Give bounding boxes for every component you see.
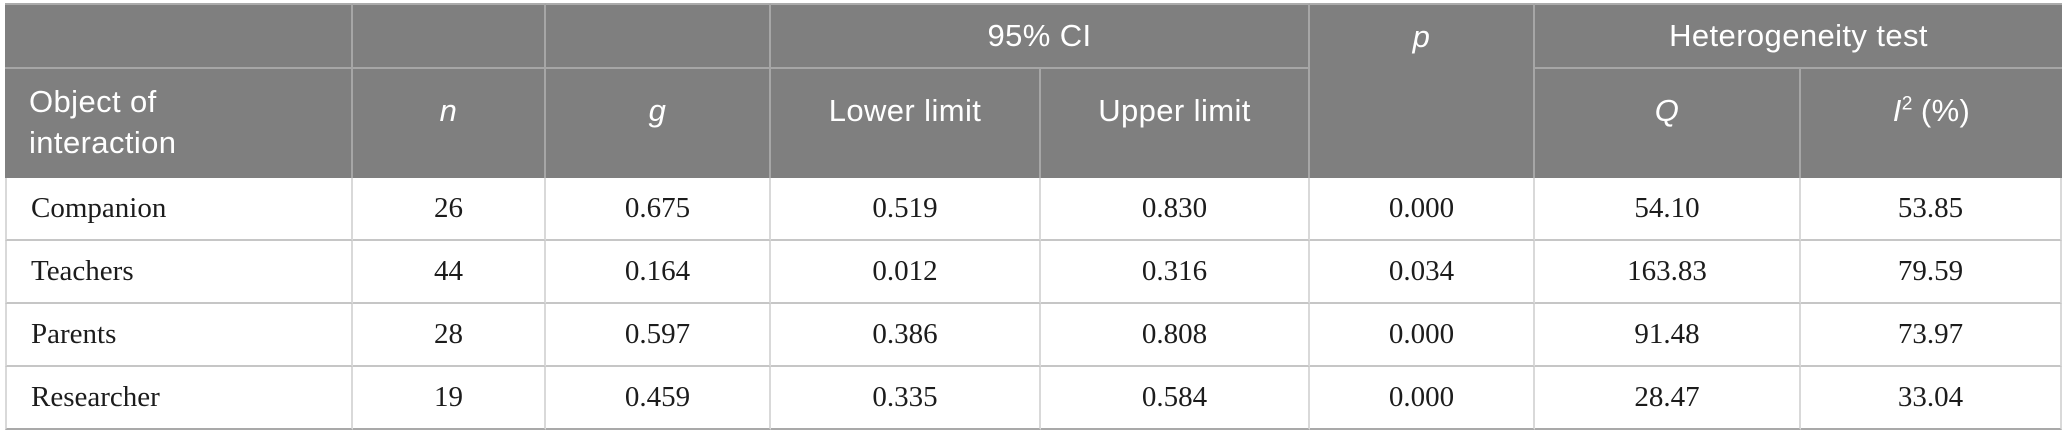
cell-object: Companion (5, 178, 353, 241)
empty-group-cell-n (353, 3, 546, 69)
cell-p: 0.034 (1310, 241, 1535, 304)
group-header-row: 95% CI p Heterogeneity test (5, 3, 2063, 178)
cell-i-squared: 79.59 (1801, 241, 2063, 304)
cell-p: 0.000 (1310, 304, 1535, 367)
cell-upper-limit: 0.830 (1041, 178, 1310, 241)
cell-g: 0.597 (546, 304, 771, 367)
cell-i-squared: 53.85 (1801, 178, 2063, 241)
cell-lower-limit: 0.386 (771, 304, 1041, 367)
table-row-companion: Companion 26 0.675 0.519 0.830 0.000 54.… (5, 178, 2063, 241)
cell-upper-limit: 0.584 (1041, 367, 1310, 430)
table-row-researcher: Researcher 19 0.459 0.335 0.584 0.000 28… (5, 367, 2063, 430)
cell-object: Parents (5, 304, 353, 367)
cell-upper-limit: 0.316 (1041, 241, 1310, 304)
cell-p: 0.000 (1310, 178, 1535, 241)
group-header-95ci: 95% CI (771, 3, 1310, 69)
column-header-q: Q (1535, 69, 1801, 178)
results-table-wrapper: 95% CI p Heterogeneity test Object of in… (5, 3, 2063, 430)
i-squared-percent-unit: (%) (1920, 93, 1971, 128)
cell-g: 0.675 (546, 178, 771, 241)
cell-lower-limit: 0.335 (771, 367, 1041, 430)
cell-lower-limit: 0.012 (771, 241, 1041, 304)
cell-object: Researcher (5, 367, 353, 430)
group-header-heterogeneity: Heterogeneity test (1535, 3, 2063, 69)
cell-n: 19 (353, 367, 546, 430)
cell-q: 91.48 (1535, 304, 1801, 367)
cell-q: 163.83 (1535, 241, 1801, 304)
column-header-row: Object of interaction n g Lower limit Up… (5, 69, 2063, 178)
column-header-lower-limit: Lower limit (771, 69, 1041, 178)
empty-group-cell-object (5, 3, 353, 69)
cell-n: 44 (353, 241, 546, 304)
cell-lower-limit: 0.519 (771, 178, 1041, 241)
cell-object: Teachers (5, 241, 353, 304)
meta-analysis-table: 95% CI p Heterogeneity test Object of in… (5, 3, 2063, 430)
cell-n: 28 (353, 304, 546, 367)
column-header-p: p (1310, 3, 1535, 178)
column-header-object: Object of interaction (5, 69, 353, 178)
cell-g: 0.459 (546, 367, 771, 430)
column-header-n: n (353, 69, 546, 178)
cell-q: 54.10 (1535, 178, 1801, 241)
cell-upper-limit: 0.808 (1041, 304, 1310, 367)
i-squared-symbol: I (1892, 93, 1902, 128)
table-row-parents: Parents 28 0.597 0.386 0.808 0.000 91.48… (5, 304, 2063, 367)
cell-g: 0.164 (546, 241, 771, 304)
table-row-teachers: Teachers 44 0.164 0.012 0.316 0.034 163.… (5, 241, 2063, 304)
cell-i-squared: 73.97 (1801, 304, 2063, 367)
cell-n: 26 (353, 178, 546, 241)
column-header-upper-limit: Upper limit (1041, 69, 1310, 178)
cell-p: 0.000 (1310, 367, 1535, 430)
i-squared-exponent: 2 (1901, 93, 1913, 115)
empty-group-cell-g (546, 3, 771, 69)
column-header-g: g (546, 69, 771, 178)
column-header-i-squared: I2 (%) (1801, 69, 2063, 178)
cell-q: 28.47 (1535, 367, 1801, 430)
cell-i-squared: 33.04 (1801, 367, 2063, 430)
